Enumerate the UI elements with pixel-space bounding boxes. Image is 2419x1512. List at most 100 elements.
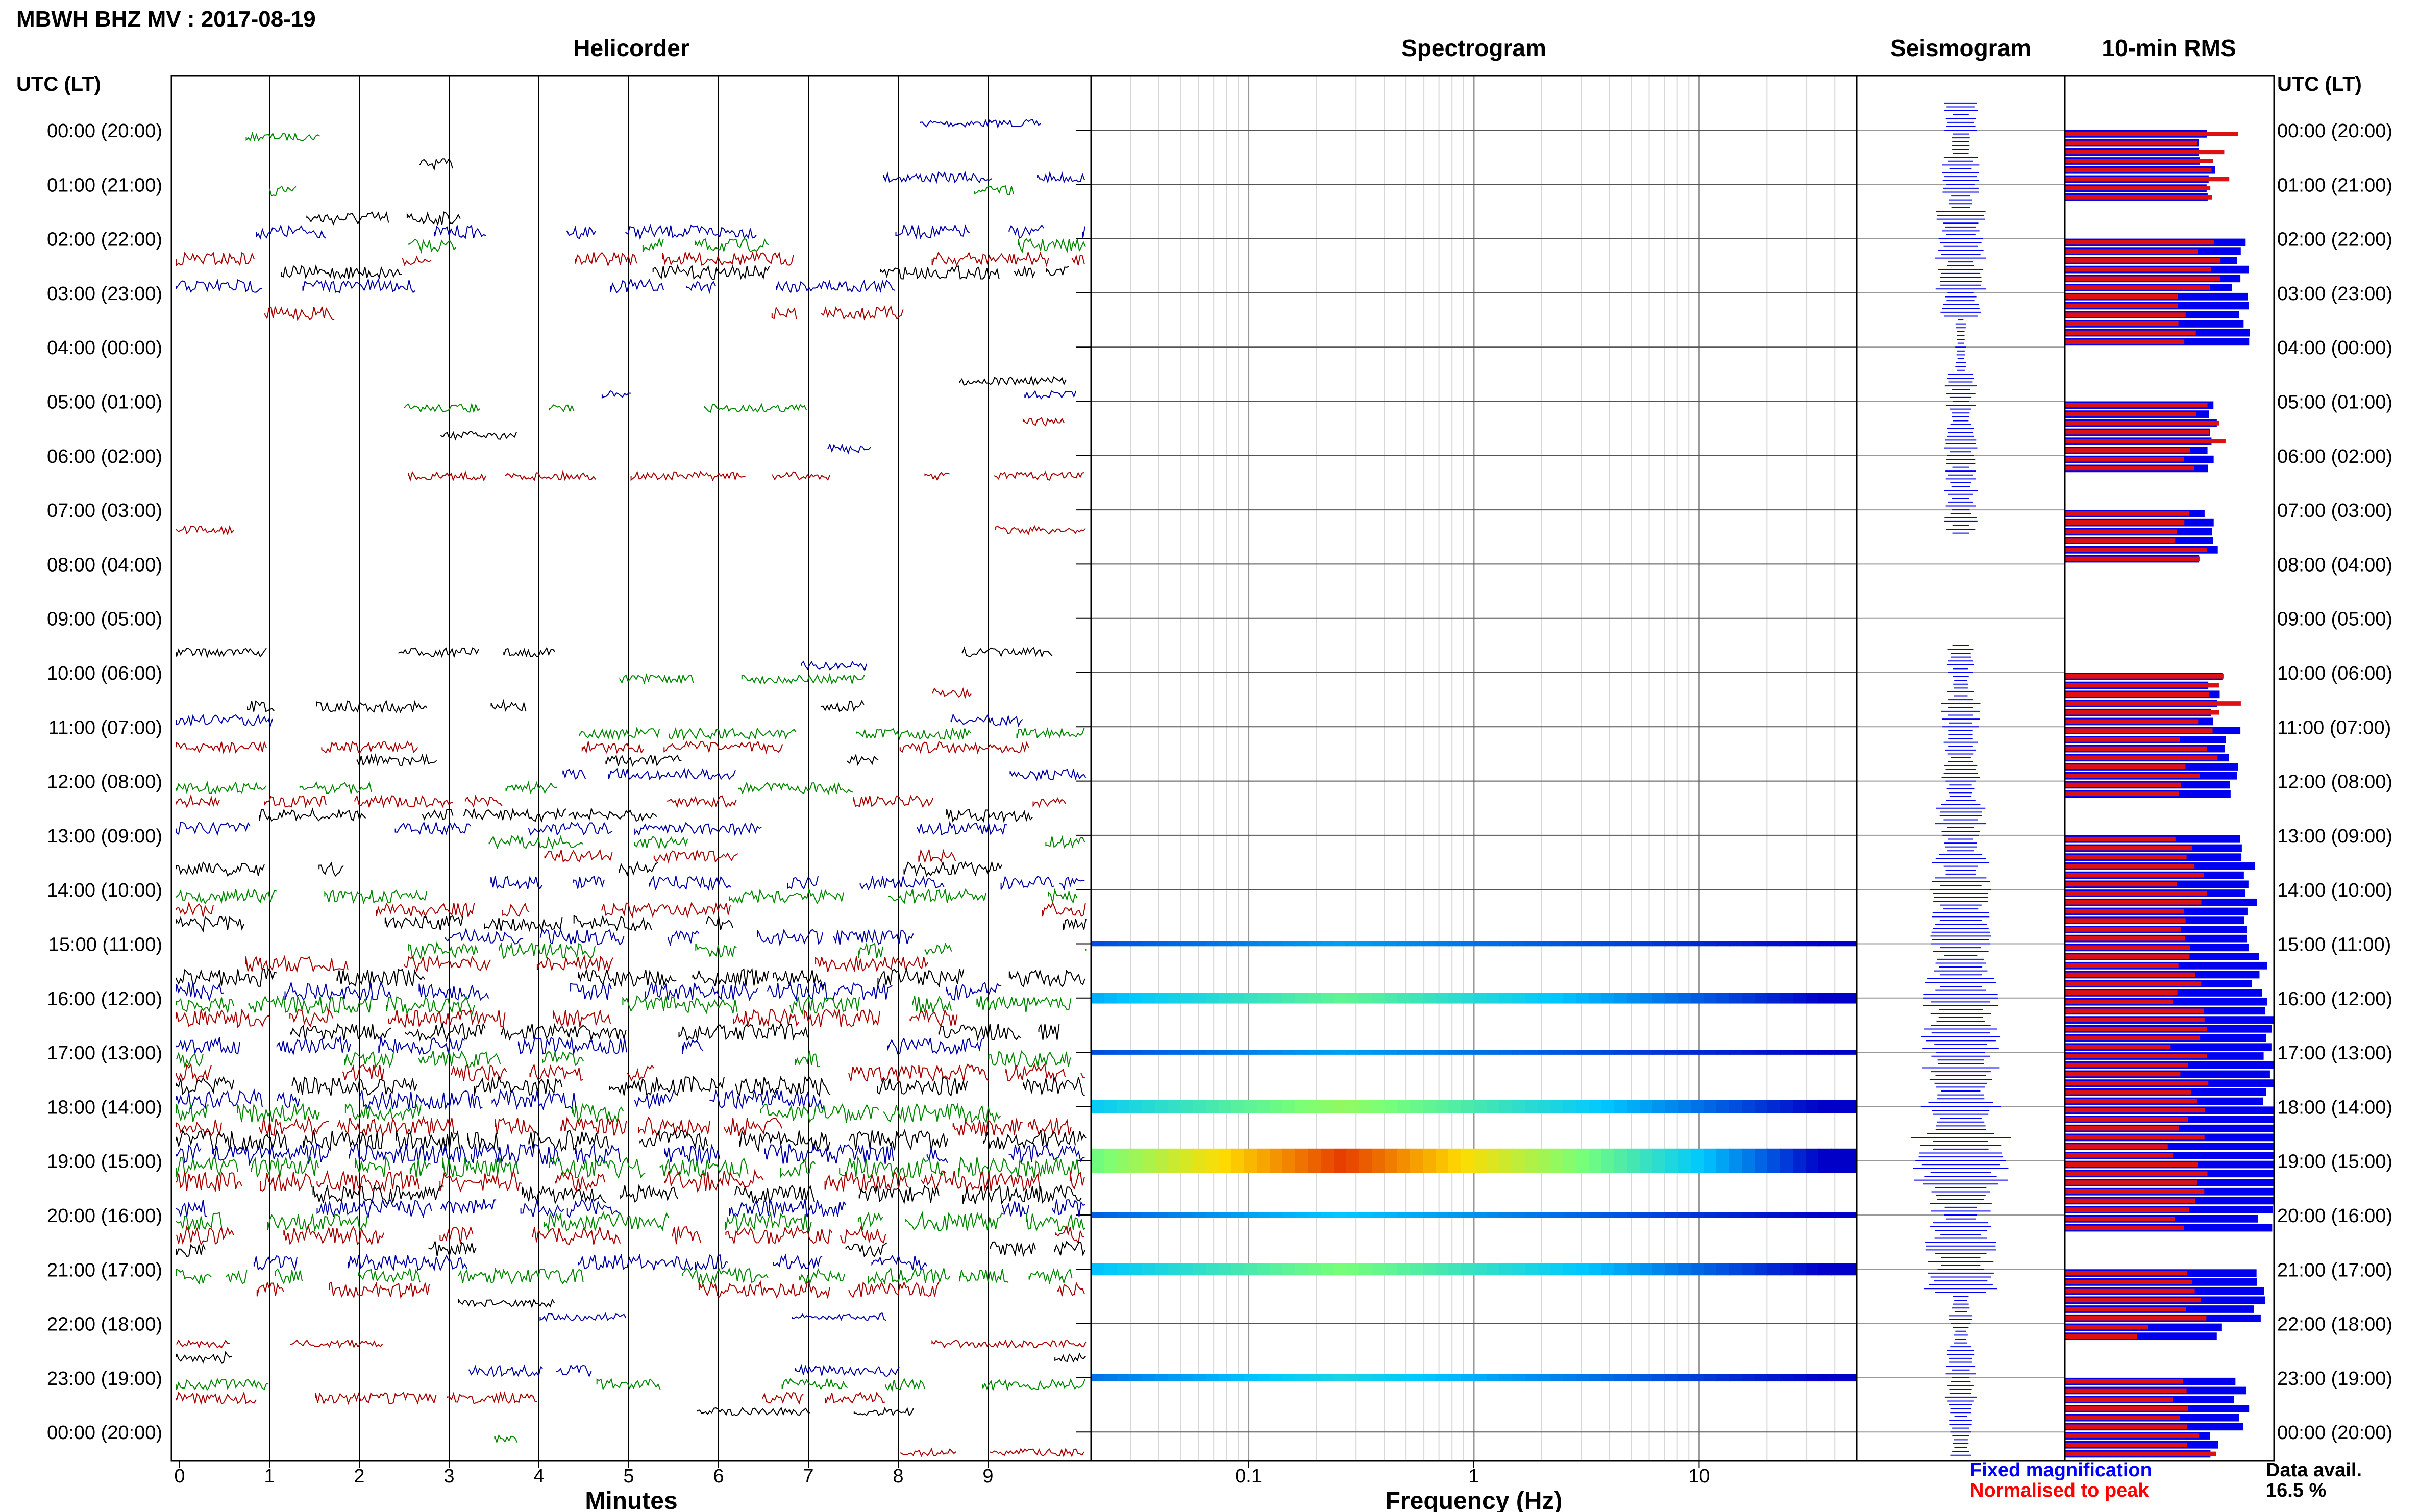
rms-bar-normalised — [2065, 420, 2219, 426]
legend-normalised: Normalised to peak — [1970, 1480, 2149, 1501]
helicorder-trace-segment — [1069, 1171, 1085, 1190]
spectrogram-cell — [1104, 1050, 1117, 1055]
helicorder-trace-segment — [1058, 1340, 1087, 1349]
helicorder-trace-segment — [176, 1243, 206, 1257]
spectrogram-cell — [1308, 1050, 1321, 1055]
spectrogram-cell — [1499, 941, 1513, 947]
spectrogram-cell — [1168, 1050, 1181, 1055]
spectrogram-cell — [1334, 1100, 1347, 1113]
spectrogram-cell — [1423, 1100, 1436, 1113]
spectrogram-cell — [1231, 1374, 1245, 1382]
spectrogram-cell — [1193, 1100, 1206, 1113]
spectrogram-cell — [1780, 1374, 1793, 1382]
rms-bar-normalised — [2065, 1271, 2188, 1276]
spectrogram-cell — [1410, 993, 1423, 1004]
spectrogram-cell — [1640, 1263, 1653, 1276]
spectrogram-cell — [1640, 1050, 1653, 1055]
spectrogram-cell — [1397, 1050, 1411, 1055]
spectrogram-cell — [1219, 1374, 1232, 1382]
helicorder-trace-segment — [566, 1198, 619, 1219]
rms-bar-normalised — [2065, 773, 2200, 778]
helicorder-trace-segment — [871, 1254, 928, 1271]
rms-bar-normalised — [2065, 846, 2192, 851]
spectrogram-cell — [1716, 1100, 1730, 1113]
spectrogram-cell — [1142, 1050, 1155, 1055]
spectrogram-cell — [1729, 1050, 1742, 1055]
spectrogram-cell — [1461, 1263, 1474, 1276]
spectrogram-cell — [1704, 1374, 1717, 1382]
helicorder-trace-segment — [471, 1143, 560, 1166]
helicorder-trace-segment — [1063, 918, 1087, 931]
helicorder-trace-segment — [681, 1267, 769, 1285]
hour-label-left: 19:00 (15:00) — [47, 1151, 162, 1173]
helicorder-trace-segment — [312, 1184, 444, 1204]
rms-bar-normalised — [2065, 873, 2204, 878]
spectrogram-cell — [1321, 941, 1334, 947]
spectrogram-cell — [1614, 1212, 1627, 1218]
helicorder-trace-segment — [988, 1050, 1071, 1068]
spectrogram-cell — [1385, 1212, 1398, 1218]
helicorder-trace-segment — [568, 807, 657, 822]
rms-bar-normalised — [2065, 909, 2184, 914]
helicorder-trace-segment — [176, 1225, 234, 1246]
helicorder-trace-segment — [499, 941, 596, 959]
rms-bar-normalised — [2065, 140, 2198, 145]
spectrogram-cell — [1129, 941, 1143, 947]
helicorder-trace-segment — [848, 1281, 940, 1298]
hour-label-left: 13:00 (09:00) — [47, 826, 162, 847]
helicorder-trace-segment — [859, 876, 945, 890]
rms-bar-normalised — [2065, 240, 2214, 245]
spectrogram-cell — [1691, 1100, 1704, 1113]
helicorder-trace-segment — [517, 1036, 627, 1055]
rms-bar-normalised — [2065, 882, 2177, 887]
helicorder-trace-segment — [247, 700, 275, 712]
helicorder-trace-segment — [264, 795, 327, 808]
spectrogram-cell — [1091, 1374, 1104, 1382]
rms-bar-normalised — [2065, 258, 2221, 263]
spectrogram-cell — [1474, 1263, 1487, 1276]
helicorder-trace-segment — [256, 224, 326, 240]
spectrogram-cell — [1231, 1263, 1245, 1276]
helicorder-trace-segment — [780, 1159, 816, 1179]
spectrogram-cell — [1550, 1100, 1564, 1113]
spectrogram-cell — [1806, 1212, 1819, 1218]
helicorder-trace-segment — [668, 930, 700, 947]
spectrogram-cell — [1244, 941, 1257, 947]
spectrogram-cell — [1601, 993, 1615, 1004]
spectrogram-cell — [1589, 1263, 1602, 1276]
helicorder-trace-segment — [849, 1128, 948, 1151]
spectrogram-cell — [1755, 1263, 1768, 1276]
helicorder-trace-segment — [995, 525, 1086, 535]
spectrogram-cell — [1640, 941, 1653, 947]
rms-bar-normalised — [2065, 701, 2241, 706]
spectrogram-cell — [1219, 1148, 1232, 1173]
helicorder-trace-segment — [990, 1241, 1036, 1258]
helicorder-trace-segment — [608, 767, 736, 781]
spectrogram-cell — [1142, 1148, 1155, 1173]
spectrogram-cell — [1716, 1374, 1730, 1382]
helicorder-trace-segment — [176, 1104, 210, 1122]
helicorder-trace-segment — [488, 835, 584, 850]
spectrogram-cell — [1168, 1374, 1181, 1382]
spectrogram-cell — [1538, 1263, 1551, 1276]
helicorder-trace-segment — [918, 848, 956, 863]
hour-label-right: 18:00 (14:00) — [2277, 1097, 2392, 1118]
spectrogram-cell — [1767, 993, 1781, 1004]
spectrogram-cell — [1831, 993, 1844, 1004]
helicorder-trace-segment — [1032, 797, 1067, 808]
spectrogram-cell — [1193, 1263, 1206, 1276]
helicorder-trace-segment — [931, 251, 1049, 267]
data-avail-label: Data avail. — [2266, 1459, 2362, 1481]
hour-label-left: 17:00 (13:00) — [47, 1043, 162, 1064]
helicorder-trace-segment — [505, 780, 557, 794]
spectrogram-cell — [1525, 1100, 1538, 1113]
helicorder-trace-segment — [386, 995, 475, 1015]
spectrogram-cell — [1372, 1374, 1385, 1382]
spectrogram-cell — [1231, 1100, 1245, 1113]
helicorder-trace-segment — [315, 1392, 437, 1405]
helicorder-trace-segment — [885, 1378, 925, 1392]
spectrogram-cell — [1168, 941, 1181, 947]
spectrogram-cell — [1155, 993, 1168, 1004]
spectrogram-cell — [1231, 1148, 1245, 1173]
hour-label-right: 00:00 (20:00) — [2277, 1422, 2392, 1444]
